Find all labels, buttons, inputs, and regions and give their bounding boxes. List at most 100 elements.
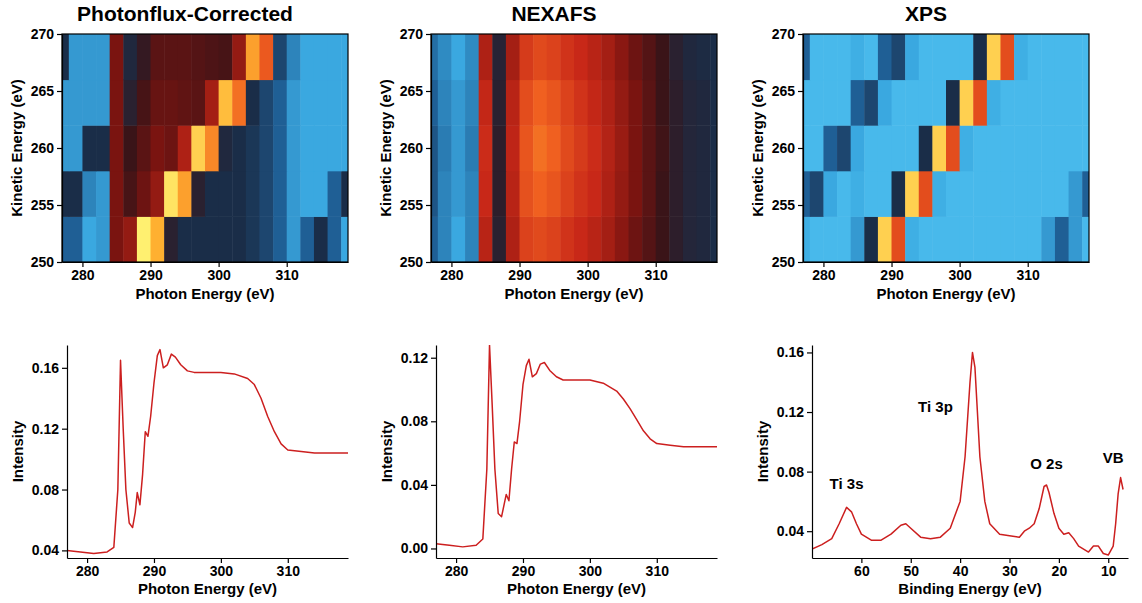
heatmap-cell [300, 125, 314, 171]
tick-label: 260 [400, 140, 424, 156]
plot-frame [62, 34, 348, 262]
chart-title: NEXAFS [511, 2, 596, 25]
heatmap-cell [82, 171, 96, 217]
heatmap-cell [259, 34, 273, 80]
heatmap-cell [273, 171, 287, 217]
heatmap-cell [547, 216, 561, 262]
heatmap-cell [1000, 171, 1014, 217]
heatmap-cell [69, 171, 83, 217]
tick-mark [798, 148, 803, 149]
heatmap-cell [864, 34, 878, 80]
tick: 265 [400, 83, 431, 99]
heatmap-cell [628, 216, 642, 262]
axis-line [436, 346, 437, 559]
heatmap-cell [1082, 80, 1089, 126]
tick-label: 0.04 [32, 542, 59, 558]
heatmap-cell [710, 125, 717, 171]
heatmap-cell [533, 34, 547, 80]
heatmap-cell [1028, 80, 1042, 126]
heatmap-cell [341, 80, 348, 126]
y-axis: 250255260265270 [772, 26, 804, 270]
heatmap-cell [1069, 125, 1083, 171]
heatmap-cell [492, 125, 506, 171]
tick-label: 290 [880, 267, 904, 283]
heatmap-cell [479, 171, 493, 217]
x-axis: 280290300310 [432, 262, 718, 283]
heatmap-cell [1069, 216, 1083, 262]
tick: 0.08 [777, 464, 812, 480]
heatmap-cell [601, 80, 615, 126]
tick-label: 310 [277, 563, 301, 579]
heatmap-cell [520, 216, 534, 262]
heatmap-cell [232, 216, 246, 262]
tick-label: 280 [445, 563, 469, 579]
tick-label: 250 [772, 254, 796, 270]
heatmap-cell [932, 34, 946, 80]
heatmap-cell [656, 80, 670, 126]
heatmap-cell [82, 80, 96, 126]
heatmap-cell [946, 80, 960, 126]
tick: 310 [646, 558, 670, 579]
heatmap-cell [533, 171, 547, 217]
heatmap-cell [932, 125, 946, 171]
tick-label: 260 [31, 140, 55, 156]
heatmap-cell [697, 171, 711, 217]
tick: 250 [400, 254, 431, 270]
heatmap-cell [1055, 171, 1069, 217]
heatmap-cell [560, 216, 574, 262]
heatmap-cell [520, 125, 534, 171]
tick-mark [798, 262, 803, 263]
heatmap-cell [669, 80, 683, 126]
tick-mark [57, 205, 62, 206]
heatmap-cell [219, 171, 233, 217]
heatmap-cell [656, 171, 670, 217]
heatmap-cell [973, 171, 987, 217]
heatmap-cell [710, 216, 717, 262]
heatmap-cell [164, 80, 178, 126]
tick-label: 255 [400, 197, 424, 213]
tick: 250 [31, 254, 62, 270]
y-axis-title: Intensity [9, 420, 26, 482]
heatmap-cell [1041, 216, 1055, 262]
tick: 265 [31, 83, 62, 99]
heatmap-cell [465, 171, 479, 217]
tick: 260 [772, 140, 803, 156]
heatmap-cell [232, 125, 246, 171]
heatmap-cell [905, 80, 919, 126]
tick: 310 [645, 262, 669, 283]
heatmap-cell [151, 125, 165, 171]
heatmap-cell [438, 171, 452, 217]
tick-label: 300 [579, 563, 603, 579]
tick: 0.04 [777, 523, 812, 539]
tick-mark [62, 489, 67, 490]
heatmap-cell [205, 216, 219, 262]
tick-label: 40 [953, 563, 969, 579]
x-axis-title: Binding Energy (eV) [898, 580, 1041, 597]
heatmap-cell [960, 216, 974, 262]
tick-mark [798, 34, 803, 35]
tick-label: 60 [854, 563, 870, 579]
heatmap-cell [123, 80, 137, 126]
tick-mark [798, 205, 803, 206]
plot-frame [431, 34, 717, 262]
heatmap-cell [341, 125, 348, 171]
heatmap-cell [987, 171, 1001, 217]
plot-frame [803, 34, 1089, 262]
heatmap-cell [588, 216, 602, 262]
heatmap-cell [465, 216, 479, 262]
heatmap-cell [878, 216, 892, 262]
tick-mark [62, 368, 67, 369]
x-axis-title: Photon Energy (eV) [876, 285, 1015, 302]
tick: 300 [579, 558, 603, 579]
heatmap-cell [683, 216, 697, 262]
heatmap-cell [259, 216, 273, 262]
tick: 50 [903, 558, 919, 579]
heatmap-cell [669, 216, 683, 262]
heatmap-cell [697, 216, 711, 262]
heatmap-cell [932, 216, 946, 262]
tick-mark [807, 412, 812, 413]
heatmap-cell [96, 171, 110, 217]
heatmap-cell [987, 216, 1001, 262]
heatmap-cell [973, 125, 987, 171]
heatmap-cell [837, 171, 851, 217]
